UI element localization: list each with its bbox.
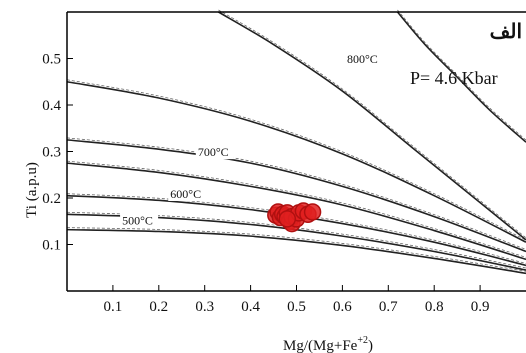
x-axis-title: Mg/(Mg+Fe+2) <box>283 335 373 353</box>
y-tick-label: 0.1 <box>42 238 61 254</box>
isotherm-label-bg <box>120 213 159 228</box>
y-tick-label: 0.4 <box>42 98 61 114</box>
x-tick-label: 0.1 <box>104 299 123 315</box>
x-axis-title-end: ) <box>368 338 373 353</box>
isotherm-line <box>66 162 526 261</box>
x-tick-label: 0.2 <box>149 299 168 315</box>
y-axis-title: Ti (a.p.u) <box>24 162 40 218</box>
isotherm-line-dashed <box>66 79 526 241</box>
isotherm-line-dashed <box>66 160 526 258</box>
axes-layer: 0.1 0.2 0.3 0.4 0.5 0.6 0.7 0.8 0.9 0.1 0.2 0.3 0.4 0… <box>42 11 526 315</box>
data-point <box>303 203 322 221</box>
panel-label: الف <box>490 21 522 43</box>
isotherm-line <box>218 11 526 241</box>
x-tick-label: 0.8 <box>425 299 444 315</box>
pressure-label: P= 4.6 Kbar <box>410 68 498 88</box>
x-tick-label: 0.5 <box>287 299 306 315</box>
isotherm-label-bg <box>344 52 383 67</box>
isotherm-line-dashed <box>218 9 526 239</box>
data-point <box>278 210 297 228</box>
y-tick-label: 0.2 <box>42 191 61 207</box>
x-tick-label: 0.3 <box>195 299 214 315</box>
isotherm-line <box>396 11 526 143</box>
isotherm-label: 600°C <box>170 187 201 201</box>
isotherm-line <box>66 139 526 253</box>
isotherm-label: 500°C <box>122 214 153 228</box>
isotherm-line-dashed <box>66 227 526 272</box>
x-tick-label: 0.4 <box>241 299 260 315</box>
point-layer <box>267 202 322 233</box>
y-tick-label: 0.5 <box>42 52 61 68</box>
isotherm-label: 800°C <box>347 52 378 66</box>
isotherm-layer: 500°C 600°C 700°C 800°C <box>66 9 526 275</box>
x-tick-label: 0.7 <box>379 299 398 315</box>
isotherm-label-bg <box>168 187 207 201</box>
isotherm-line <box>66 80 526 243</box>
y-tick-label: 0.3 <box>42 145 61 161</box>
x-tick-label: 0.9 <box>471 299 490 315</box>
isotherm-label-bg <box>195 145 234 160</box>
x-tick-label: 0.6 <box>333 299 352 315</box>
x-axis-title-sup: +2 <box>357 335 368 346</box>
isotherm-label: 700°C <box>198 145 229 159</box>
isotherm-line <box>66 228 526 275</box>
isotherm-line-dashed <box>66 137 526 250</box>
x-axis-title-main: Mg/(Mg+Fe <box>283 338 358 353</box>
